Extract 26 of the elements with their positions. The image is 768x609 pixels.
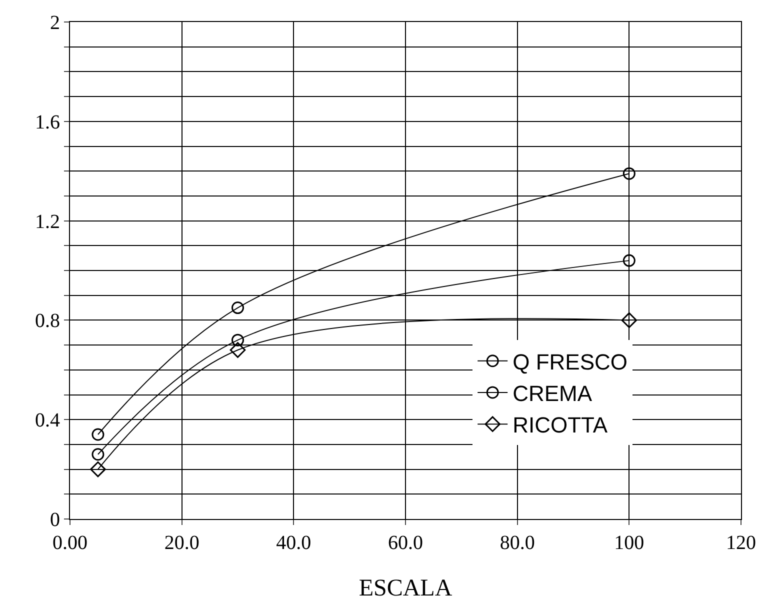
- x-tick-label: 100: [614, 532, 644, 554]
- x-tick-label: 60.0: [388, 532, 423, 554]
- x-tick-label: 40.0: [276, 532, 312, 554]
- x-tick-label: 80.0: [500, 532, 535, 554]
- point: [622, 254, 636, 267]
- point: [230, 342, 246, 358]
- y-tick-label: 2: [50, 12, 60, 34]
- legend-label: CREMA: [512, 381, 592, 406]
- y-tick-label: 1.2: [35, 210, 60, 233]
- point: [621, 312, 638, 328]
- y-tick-label: 0.4: [35, 410, 60, 432]
- point: [90, 461, 106, 478]
- x-axis-title: ESCALA: [358, 575, 453, 602]
- y-tick-label: 1.6: [35, 111, 60, 134]
- point: [92, 428, 104, 441]
- x-tick-label: 0.00: [52, 532, 88, 554]
- legend-label: RICOTTA: [512, 412, 608, 438]
- y-tick-label: 0: [50, 509, 60, 531]
- legend-label: Q FRESCO: [512, 349, 628, 374]
- point: [622, 167, 636, 180]
- x-tick-label: 20.0: [164, 532, 200, 554]
- y-tick-label: 0.8: [35, 310, 60, 332]
- point: [232, 334, 244, 346]
- point: [92, 448, 104, 461]
- point: [232, 302, 244, 314]
- x-tick-label: 120: [726, 532, 756, 554]
